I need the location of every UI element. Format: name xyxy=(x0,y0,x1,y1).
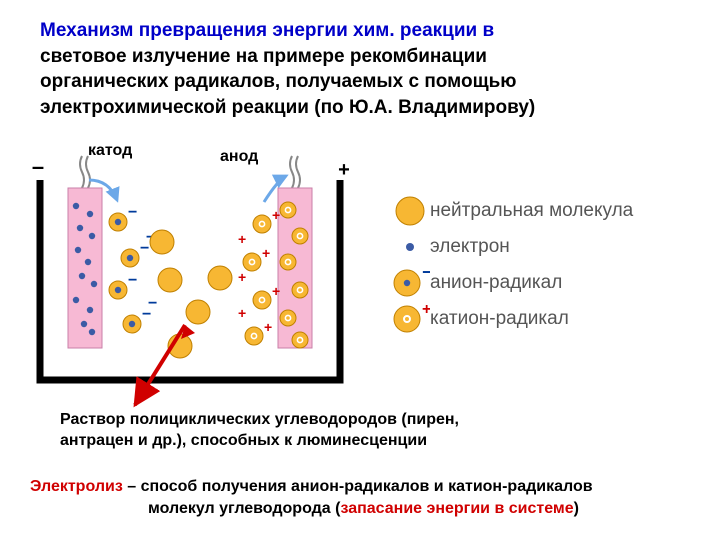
title-line2: световое излучение на примере рекомбинац… xyxy=(40,46,487,67)
svg-text:+: + xyxy=(422,302,430,318)
legend-row-neutral: нейтральная молекула xyxy=(390,196,633,226)
svg-text:+: + xyxy=(272,283,280,299)
title-lead: Механизм превращения энергии хим. реакци… xyxy=(40,20,494,41)
svg-text:–: – xyxy=(32,154,44,179)
electrolysis-definition: Электролиз – способ получения анион-ради… xyxy=(30,476,690,521)
electrolysis-diagram: –+−−−−−−+++++++ xyxy=(30,150,360,415)
legend-row-cation: + катион-радикал xyxy=(390,304,633,334)
electrolysis-line2b: запасание энергии в системе xyxy=(340,500,573,517)
electron-icon xyxy=(390,237,430,257)
solution-caption: Раствор полициклических углеводородов (п… xyxy=(60,410,520,452)
electrolysis-word: Электролиз xyxy=(30,478,123,495)
legend-row-electron: электрон xyxy=(390,232,633,262)
legend-text-cation: катион-радикал xyxy=(430,308,569,330)
svg-text:+: + xyxy=(338,159,350,181)
legend-row-anion: − анион-радикал xyxy=(390,268,633,298)
legend-text-neutral: нейтральная молекула xyxy=(430,200,633,222)
legend: нейтральная молекула электрон − анион-ра… xyxy=(390,190,633,340)
title-line3: органических радикалов, получаемых с пом… xyxy=(40,71,517,92)
legend-text-anion: анион-радикал xyxy=(430,272,562,294)
svg-text:+: + xyxy=(238,269,246,285)
svg-text:+: + xyxy=(272,207,280,223)
electrolysis-line2c: ) xyxy=(574,500,579,517)
svg-text:+: + xyxy=(262,245,270,261)
neutral-molecule-icon xyxy=(390,194,430,228)
electrolysis-line2a: молекул углеводорода ( xyxy=(148,500,340,517)
svg-text:−: − xyxy=(128,272,137,289)
svg-text:+: + xyxy=(264,319,272,335)
svg-text:−: − xyxy=(148,295,157,312)
diagram-svg: –+−−−−−−+++++++ xyxy=(30,150,360,410)
electrolysis-desc: – способ получения анион-радикалов и кат… xyxy=(123,478,593,495)
cation-radical-icon: + xyxy=(390,302,430,336)
title-paren: (по Ю.А. Владимирову) xyxy=(314,97,535,118)
anion-radical-icon: − xyxy=(390,266,430,300)
svg-text:+: + xyxy=(238,305,246,321)
svg-text:−: − xyxy=(128,204,137,221)
title-line4: электрохимической реакции xyxy=(40,97,314,118)
svg-text:−: − xyxy=(422,266,430,282)
legend-text-electron: электрон xyxy=(430,236,510,258)
svg-text:+: + xyxy=(238,231,246,247)
slide-title: Механизм превращения энергии хим. реакци… xyxy=(40,18,680,121)
